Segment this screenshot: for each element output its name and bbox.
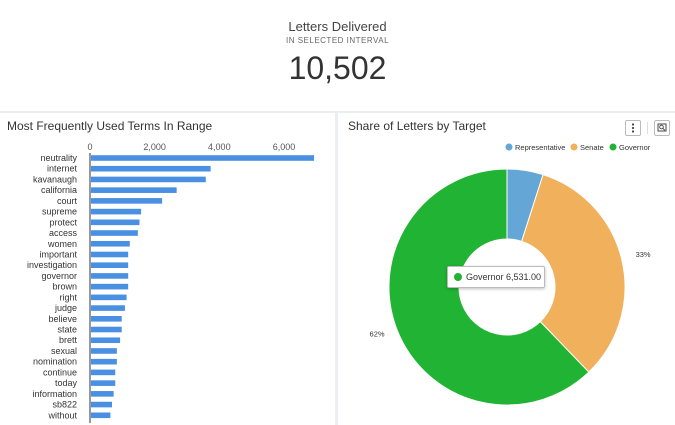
category-label: believe <box>48 314 77 324</box>
kpi-card: Letters Delivered IN SELECTED INTERVAL 1… <box>0 0 675 111</box>
legend-label[interactable]: Governor <box>619 143 651 152</box>
terms-panel-title: Most Frequently Used Terms In Range <box>7 119 213 133</box>
tooltip-label: Governor <box>466 272 504 282</box>
target-donut-chart: Representative Senate Governor 33% 62% <box>370 143 651 406</box>
target-panel-title: Share of Letters by Target <box>348 119 486 133</box>
bar[interactable] <box>91 401 113 408</box>
zoom-icon <box>657 123 667 132</box>
category-label: important <box>39 249 77 259</box>
bar[interactable] <box>91 337 121 344</box>
legend-swatch <box>609 143 617 151</box>
donut-slice[interactable] <box>521 174 626 373</box>
category-label: sb822 <box>52 400 77 410</box>
category-label: neutrality <box>40 153 77 163</box>
x-tick-label: 4,000 <box>208 142 231 152</box>
category-label: internet <box>47 164 78 174</box>
category-label: right <box>59 292 77 302</box>
bar[interactable] <box>91 273 129 279</box>
zoom-button[interactable] <box>654 120 670 136</box>
tooltip-color-dot <box>454 273 462 281</box>
category-label: brown <box>52 282 77 292</box>
bar[interactable] <box>91 326 122 333</box>
terms-bar-chart: 0 2,000 4,000 6,000 neutralityinternetkavana… <box>27 142 315 423</box>
bar[interactable] <box>91 391 114 397</box>
x-tick-label: 2,000 <box>143 142 166 152</box>
terms-panel: Most Frequently Used Terms In Range 0 2,0… <box>0 113 335 425</box>
category-label: governor <box>41 271 77 281</box>
bar[interactable] <box>91 412 111 419</box>
bar[interactable] <box>91 187 177 193</box>
category-label: supreme <box>42 207 77 217</box>
bar[interactable] <box>91 283 129 290</box>
legend-swatch <box>505 143 513 151</box>
bar[interactable] <box>91 294 127 301</box>
category-label: kavanaugh <box>33 174 77 184</box>
category-label: today <box>55 378 78 388</box>
category-label: brett <box>59 335 78 345</box>
category-label: without <box>47 410 77 420</box>
kpi-title: Letters Delivered <box>288 19 387 34</box>
bar[interactable] <box>91 262 129 268</box>
bar[interactable] <box>91 198 163 204</box>
bar[interactable] <box>91 208 142 215</box>
bar[interactable] <box>91 316 122 322</box>
x-tick-label: 6,000 <box>273 142 296 152</box>
category-label: protect <box>49 217 77 227</box>
more-vert-icon <box>631 123 635 133</box>
chart-tooltip: Governor 6,531.00 <box>447 266 545 288</box>
donut-slice[interactable] <box>388 168 590 406</box>
category-label: court <box>57 196 78 206</box>
bar[interactable] <box>91 305 125 311</box>
bar[interactable] <box>91 240 130 247</box>
category-label: investigation <box>27 260 77 270</box>
bar[interactable] <box>91 155 315 161</box>
percent-label: 33% <box>636 250 651 259</box>
category-label: access <box>49 228 78 238</box>
category-label: women <box>47 239 77 249</box>
legend-swatch <box>570 143 578 151</box>
kpi-subtitle: IN SELECTED INTERVAL <box>285 36 390 45</box>
bar[interactable] <box>91 176 206 183</box>
category-label: information <box>32 389 77 399</box>
category-label: nomination <box>33 357 77 367</box>
bar[interactable] <box>91 348 117 354</box>
kpi-value: 10,502 <box>288 50 387 86</box>
bar[interactable] <box>91 369 116 376</box>
legend-label[interactable]: Senate <box>580 143 604 152</box>
bar[interactable] <box>91 219 140 226</box>
more-options-button[interactable] <box>625 120 641 136</box>
legend-label[interactable]: Representative <box>515 143 565 152</box>
category-label: state <box>57 325 77 335</box>
x-tick-label: 0 <box>87 142 92 152</box>
bar[interactable] <box>91 165 211 172</box>
tooltip-value: 6,531.00 <box>506 272 542 282</box>
bar[interactable] <box>91 358 117 365</box>
category-label: judge <box>54 303 77 313</box>
category-label: continue <box>43 367 77 377</box>
bar[interactable] <box>91 251 129 258</box>
percent-label: 62% <box>370 329 385 338</box>
bar[interactable] <box>91 380 116 386</box>
category-label: california <box>41 185 77 195</box>
bar[interactable] <box>91 230 138 236</box>
header-divider <box>647 122 648 134</box>
category-label: sexual <box>51 346 77 356</box>
